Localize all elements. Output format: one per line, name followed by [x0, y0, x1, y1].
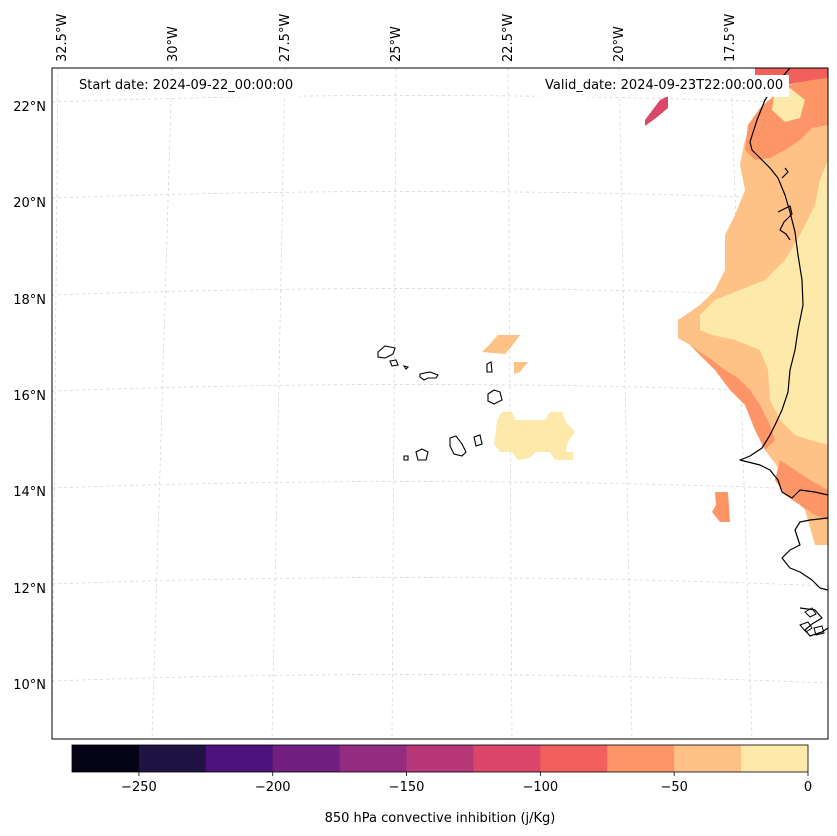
coastline-dakhla	[777, 205, 793, 241]
lon-label: 17.5°W	[723, 14, 738, 62]
colorbar-bin	[674, 745, 742, 772]
gridline-lon	[730, 68, 753, 739]
graticule	[52, 68, 828, 739]
cin-region-island-orange-small	[514, 362, 528, 374]
gridline-lat	[52, 481, 828, 491]
gridline-lon	[271, 68, 286, 739]
colorbar-bin	[72, 745, 140, 772]
colorbar: −250 −200 −150 −100 −50 0	[71, 744, 812, 795]
coastline-guinea-bissau	[799, 607, 828, 637]
cin-region-small-east	[712, 492, 730, 522]
gridline-lon	[507, 68, 513, 739]
lat-label: 20°N	[13, 196, 46, 211]
lon-label: 22.5°W	[501, 14, 516, 62]
coastlines	[739, 68, 828, 637]
island-bissagos	[813, 625, 825, 636]
gridline-lat	[52, 674, 828, 684]
lat-label: 22°N	[13, 100, 46, 115]
colorbar-bin	[607, 745, 675, 772]
island-sao-nicolau	[419, 371, 439, 381]
island-sal	[486, 361, 493, 373]
colorbar-bin	[406, 745, 474, 772]
valid-date-annotation: Valid_date: 2024-09-23T22:00:00.00	[539, 75, 790, 97]
colorbar-tick-label: −100	[523, 780, 559, 795]
island-maio	[473, 434, 483, 447]
lon-label: 25°W	[389, 26, 404, 62]
lon-label: 32.5°W	[55, 14, 70, 62]
colorbar-bin	[473, 745, 541, 772]
lat-labels: 22°N 20°N 18°N 16°N 14°N 12°N 10°N	[13, 100, 46, 693]
colorbar-tick-label: −150	[389, 780, 425, 795]
cin-region-island-orange	[482, 335, 520, 354]
island-santo-antao	[377, 345, 396, 359]
cin-region-red-streak	[645, 96, 668, 126]
colorbar-bin	[205, 745, 274, 772]
island-bissagos	[804, 607, 817, 618]
gridline-lon	[618, 68, 633, 739]
colorbar-bin	[138, 745, 207, 772]
gridline-lat	[52, 577, 828, 587]
lat-label: 16°N	[13, 389, 46, 404]
colorbar-tick-label: −250	[121, 780, 157, 795]
island-santiago	[449, 435, 467, 457]
map-border	[51, 67, 829, 740]
cin-fill-layer	[482, 68, 828, 545]
lon-label: 27.5°W	[278, 14, 293, 62]
coastline-cap-blanc	[781, 167, 789, 179]
colorbar-frame	[71, 744, 809, 773]
lat-label: 12°N	[13, 582, 46, 597]
colorbar-bin	[272, 745, 341, 772]
colorbar-label: 850 hPa convective inhibition (j/Kg)	[325, 811, 556, 826]
gridline-lat	[52, 288, 828, 298]
bissagos-islands	[799, 607, 825, 636]
island-boa-vista	[487, 389, 503, 405]
colorbar-bin	[741, 745, 809, 772]
cin-region-island-yellow	[494, 412, 575, 460]
gridline-lon	[151, 68, 173, 739]
lat-label: 10°N	[13, 678, 46, 693]
island-brava	[403, 455, 409, 461]
gridline-lat	[52, 95, 828, 105]
colorbar-tick-label: −50	[660, 780, 687, 795]
colorbar-bin	[339, 745, 408, 772]
gridline-lat	[52, 384, 828, 394]
island-santa-luzia	[402, 365, 410, 370]
colorbar-tick-label: −200	[255, 780, 291, 795]
coastline-gambia-guinea	[781, 517, 828, 591]
lon-label: 30°W	[166, 26, 181, 62]
lat-label: 18°N	[13, 293, 46, 308]
island-fogo	[415, 448, 429, 461]
cape-verde-islands	[377, 345, 503, 461]
cin-region-inland-yellow	[700, 160, 828, 445]
map-frame	[52, 68, 828, 739]
start-date-annotation: Start date: 2024-09-22_00:00:00	[73, 75, 300, 97]
colorbar-tick-label: 0	[804, 780, 812, 795]
island-sao-vicente	[389, 359, 399, 367]
lon-label: 20°W	[612, 26, 627, 62]
gridline-lat	[52, 191, 828, 201]
cin-region-coast-orange	[690, 345, 775, 450]
lon-labels: 32.5°W 30°W 27.5°W 25°W 22.5°W 20°W 17.5…	[55, 14, 738, 62]
colorbar-bin	[540, 745, 608, 772]
island-bissagos	[799, 621, 813, 633]
coastline-west-africa	[739, 68, 828, 499]
gridline-lon	[52, 68, 59, 739]
lat-label: 14°N	[13, 485, 46, 500]
gridline-lon	[391, 68, 397, 739]
